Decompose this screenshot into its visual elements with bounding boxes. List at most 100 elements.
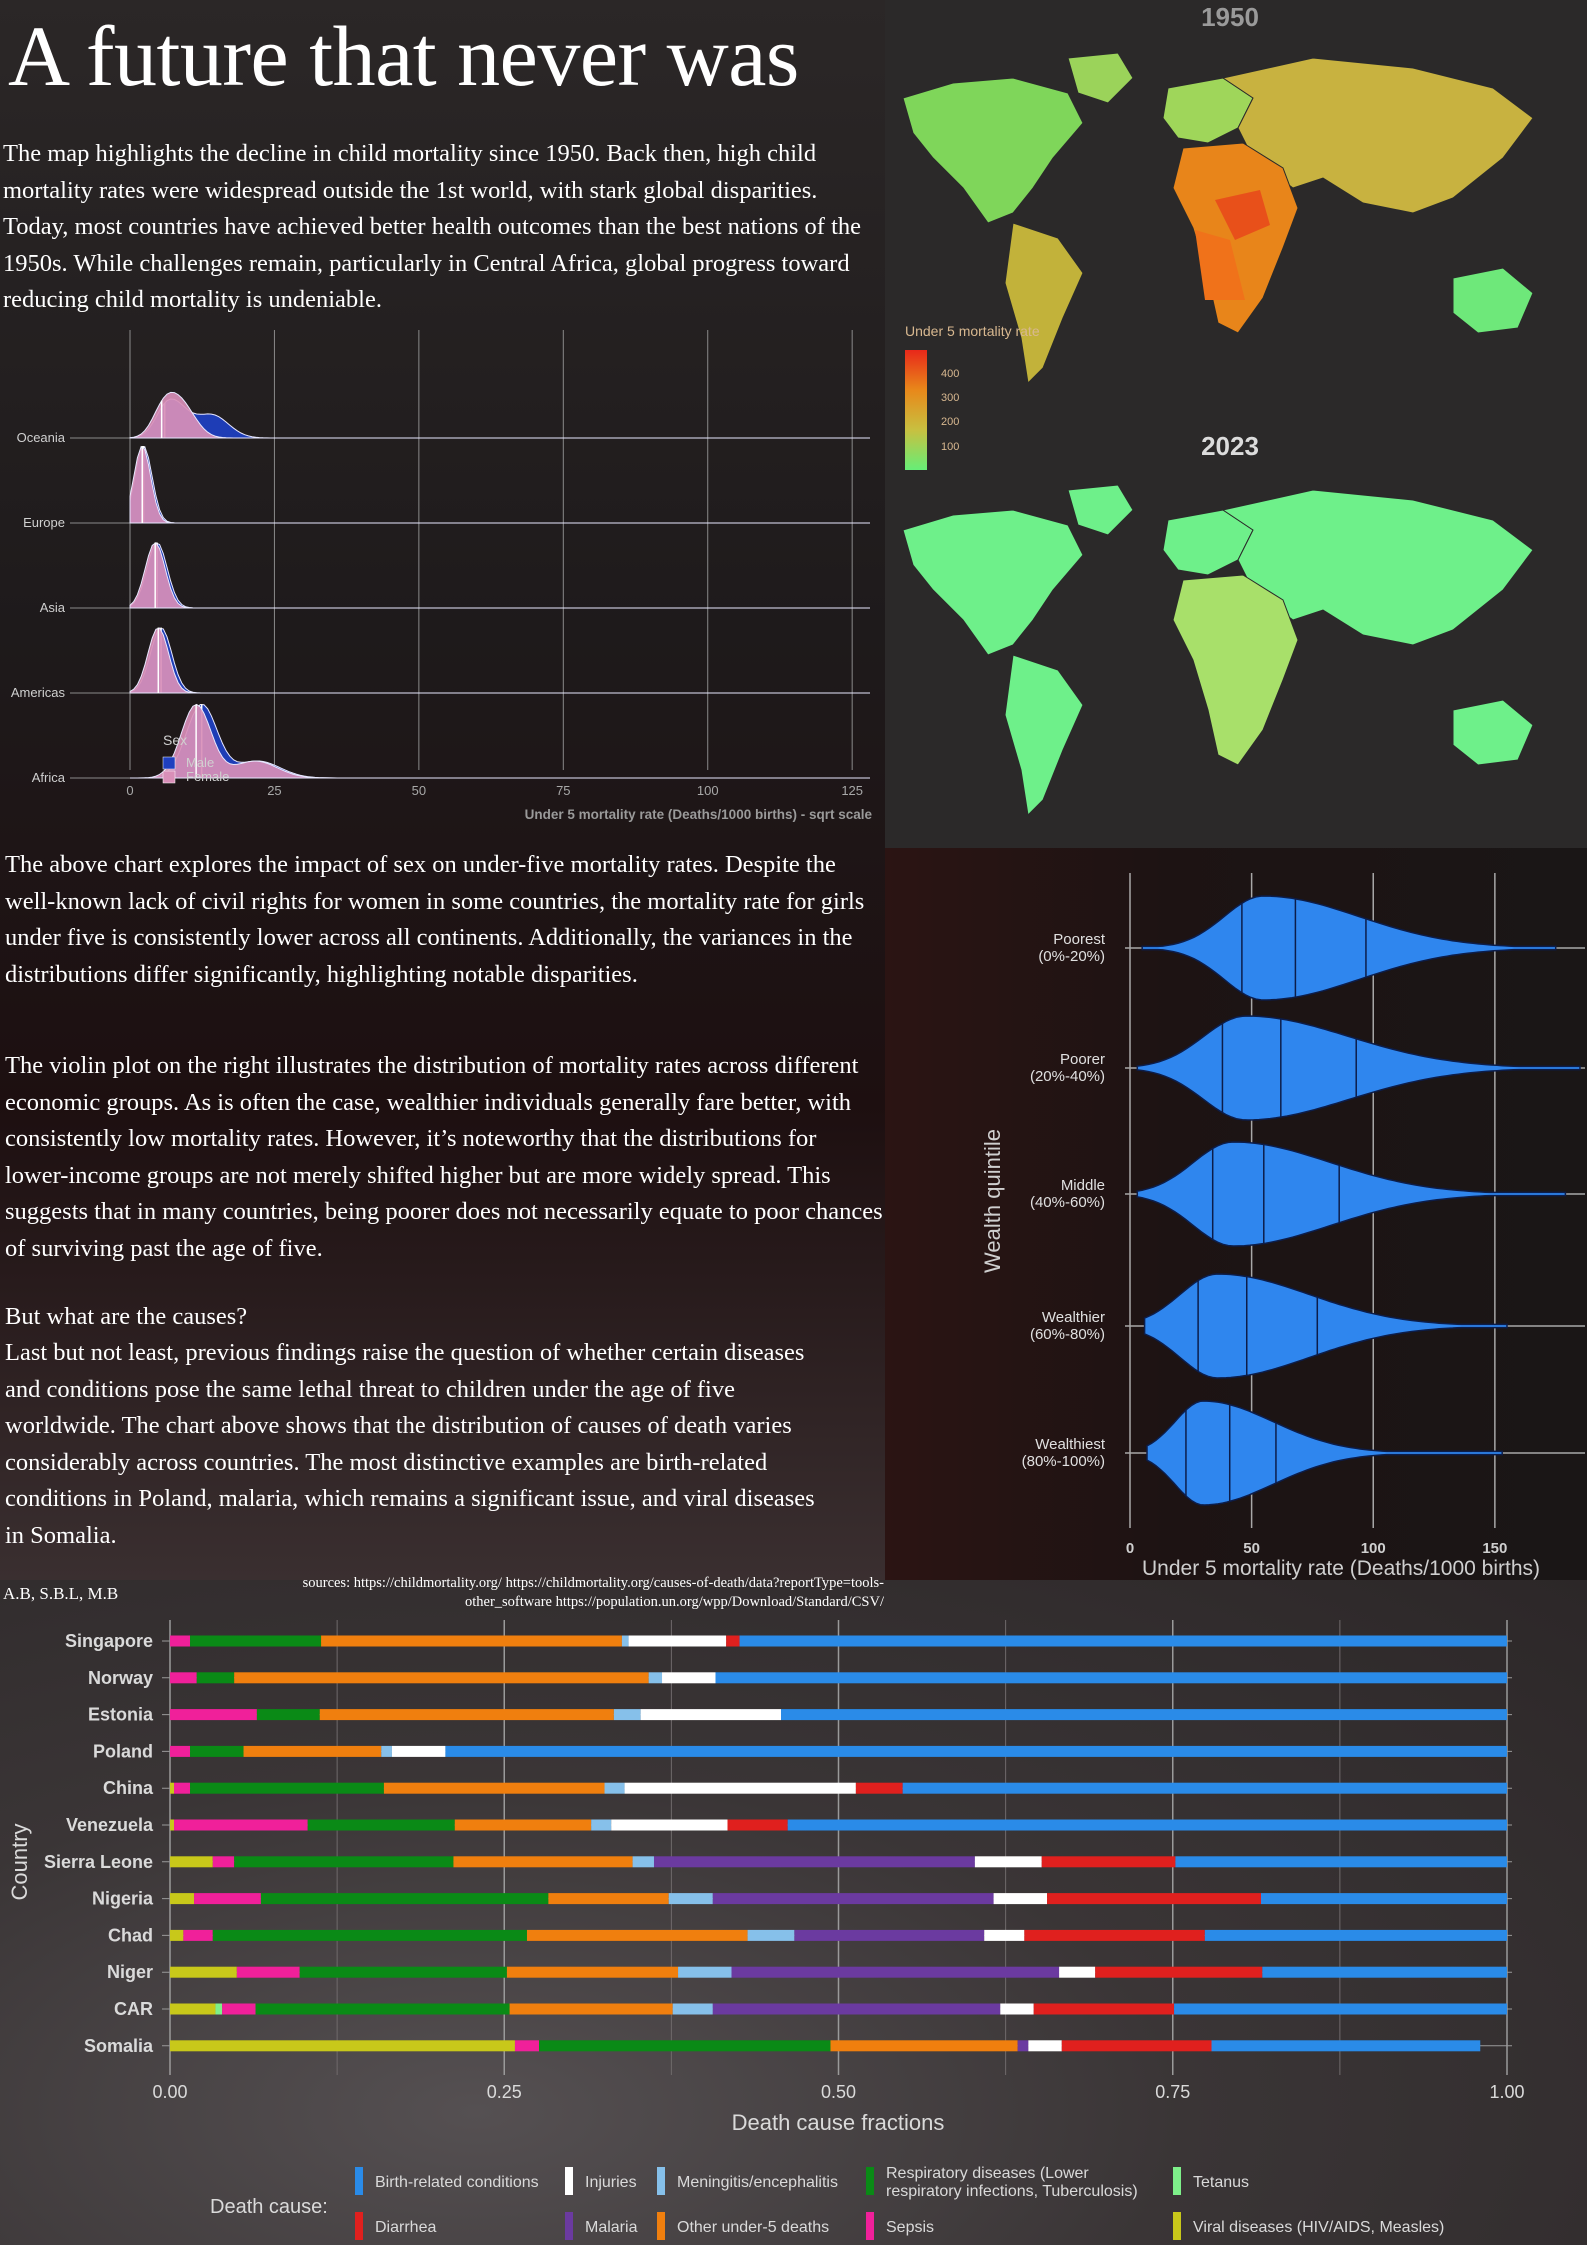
map-title-1950: 1950 bbox=[1201, 2, 1259, 32]
bar-legend-swatch bbox=[657, 2212, 665, 2240]
bar-segment bbox=[1059, 1966, 1096, 1978]
bar-segment bbox=[731, 1966, 1060, 1978]
bar-segment bbox=[1095, 1966, 1263, 1978]
bar-segment bbox=[381, 1745, 392, 1757]
bar-legend-label: Diarrhea bbox=[375, 2219, 436, 2236]
bar-segment bbox=[548, 1893, 669, 1905]
map-legend-tick: 400 bbox=[941, 368, 959, 380]
bar-segment bbox=[712, 1893, 994, 1905]
bar-category-label: Somalia bbox=[84, 2036, 154, 2056]
continent-south-america bbox=[1004, 222, 1084, 385]
bar-segment bbox=[662, 1672, 716, 1684]
violin-shape bbox=[1141, 895, 1557, 1001]
bar-segment bbox=[632, 1856, 654, 1868]
bar-segment bbox=[190, 1745, 244, 1757]
bar-legend-label: Sepsis bbox=[886, 2219, 934, 2236]
causes-paragraph: Last but not least, previous findings ra… bbox=[5, 1339, 815, 1549]
bar-x-tick: 0.25 bbox=[487, 2082, 522, 2102]
violin-x-tick: 150 bbox=[1482, 1540, 1507, 1557]
bar-segment bbox=[445, 1745, 1507, 1757]
bar-segment bbox=[1260, 1893, 1507, 1905]
bar-segment bbox=[747, 1929, 795, 1941]
violin-category-label: (60%-80%) bbox=[1030, 1326, 1105, 1343]
bar-segment bbox=[539, 2040, 831, 2052]
ridge-y-label: Africa bbox=[32, 770, 66, 785]
bar-x-tick: 0.50 bbox=[821, 2082, 856, 2102]
bar-segment bbox=[307, 1819, 455, 1831]
bar-segment bbox=[640, 1709, 782, 1721]
bar-legend-swatch bbox=[355, 2167, 363, 2195]
violin-paragraph: The violin plot on the right illustrates… bbox=[5, 1052, 883, 1262]
bar-segment bbox=[170, 1709, 257, 1721]
bar-legend-swatch bbox=[866, 2212, 874, 2240]
violin-category-label: Wealthier bbox=[1042, 1309, 1105, 1326]
violin-category-label: (80%-100%) bbox=[1022, 1453, 1105, 1470]
ridgeline-chart: 0 25 50 75 100 125 Oceania Europe Asia Americas Af… bbox=[11, 330, 873, 822]
continent-greenland bbox=[1067, 484, 1134, 536]
ridge-x-tick: 50 bbox=[412, 783, 426, 798]
bar-segment bbox=[234, 1856, 454, 1868]
bar-segment bbox=[321, 1635, 622, 1647]
bar-segment bbox=[170, 1819, 175, 1831]
ridge-x-tick: 100 bbox=[697, 783, 719, 798]
bar-x-tick: 0.00 bbox=[152, 2082, 187, 2102]
ridge-density-female bbox=[129, 445, 870, 524]
violin-category-label: (20%-40%) bbox=[1030, 1068, 1105, 1085]
bar-segment bbox=[196, 1672, 235, 1684]
continent-australia bbox=[1452, 267, 1534, 334]
violin-category-label: (40%-60%) bbox=[1030, 1194, 1105, 1211]
ridge-x-label: Under 5 mortality rate (Deaths/1000 birt… bbox=[525, 807, 873, 822]
bar-segment bbox=[194, 1893, 261, 1905]
bar-category-label: Singapore bbox=[65, 1631, 153, 1651]
bar-segment bbox=[215, 2003, 223, 2015]
bar-legend-swatch bbox=[657, 2167, 665, 2195]
violin-x-tick: 0 bbox=[1126, 1540, 1134, 1557]
continent-north-america bbox=[902, 509, 1084, 656]
bar-segment bbox=[604, 1782, 625, 1794]
bar-segment bbox=[174, 1819, 308, 1831]
map-legend-tick: 300 bbox=[941, 392, 959, 404]
ridge-y-label: Europe bbox=[23, 515, 65, 530]
ridge-x-tick: 125 bbox=[841, 783, 863, 798]
bar-segment bbox=[974, 1856, 1042, 1868]
bar-legend-label: Tetanus bbox=[1193, 2174, 1249, 2191]
causes-heading: But what are the causes? bbox=[5, 1303, 248, 1330]
bar-segment bbox=[255, 2003, 510, 2015]
bar-segment bbox=[984, 1929, 1025, 1941]
bar-segment bbox=[526, 1929, 748, 1941]
bar-segment bbox=[212, 1856, 235, 1868]
bar-legend-label: Viral diseases (HIV/AIDS, Measles) bbox=[1193, 2219, 1444, 2236]
violin-category-label: Poorest bbox=[1053, 931, 1106, 948]
bar-segment bbox=[453, 1856, 633, 1868]
map-legend-tick: 200 bbox=[941, 416, 959, 428]
map-title-2023: 2023 bbox=[1201, 431, 1259, 461]
bar-segment bbox=[613, 1709, 641, 1721]
violin-category-label: Wealthiest bbox=[1035, 1436, 1106, 1453]
bar-category-label: Estonia bbox=[88, 1705, 154, 1725]
bar-segment bbox=[668, 1893, 713, 1905]
bar-segment bbox=[212, 1929, 527, 1941]
bar-segment bbox=[170, 1635, 191, 1647]
bar-segment bbox=[1211, 2040, 1481, 2052]
bar-segment bbox=[794, 1929, 985, 1941]
bar-segment bbox=[183, 1929, 213, 1941]
map-legend-tick: 100 bbox=[941, 441, 959, 453]
bar-legend-swatch bbox=[1173, 2212, 1181, 2240]
continent-africa bbox=[1172, 574, 1299, 766]
bar-segment bbox=[236, 1966, 300, 1978]
bar-legend-swatch bbox=[355, 2212, 363, 2240]
bar-segment bbox=[243, 1745, 382, 1757]
bar-segment bbox=[299, 1966, 507, 1978]
bar-segment bbox=[624, 1782, 856, 1794]
bar-segment bbox=[190, 1635, 322, 1647]
ridge-legend-swatch bbox=[162, 756, 176, 770]
continent-australia bbox=[1452, 699, 1534, 766]
violin-y-label: Wealth quintile bbox=[980, 1129, 1005, 1273]
ridge-y-label: Asia bbox=[40, 600, 66, 615]
bar-legend-swatch bbox=[1173, 2167, 1181, 2195]
continent-north-america bbox=[902, 77, 1084, 224]
violin-shape bbox=[1136, 1015, 1581, 1121]
bar-legend-swatch bbox=[565, 2212, 573, 2240]
bar-legend-title: Death cause: bbox=[210, 2196, 328, 2218]
